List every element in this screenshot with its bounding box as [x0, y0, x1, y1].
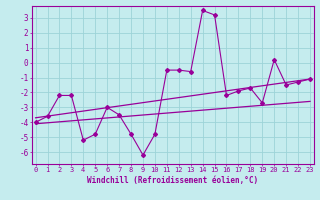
X-axis label: Windchill (Refroidissement éolien,°C): Windchill (Refroidissement éolien,°C): [87, 176, 258, 185]
